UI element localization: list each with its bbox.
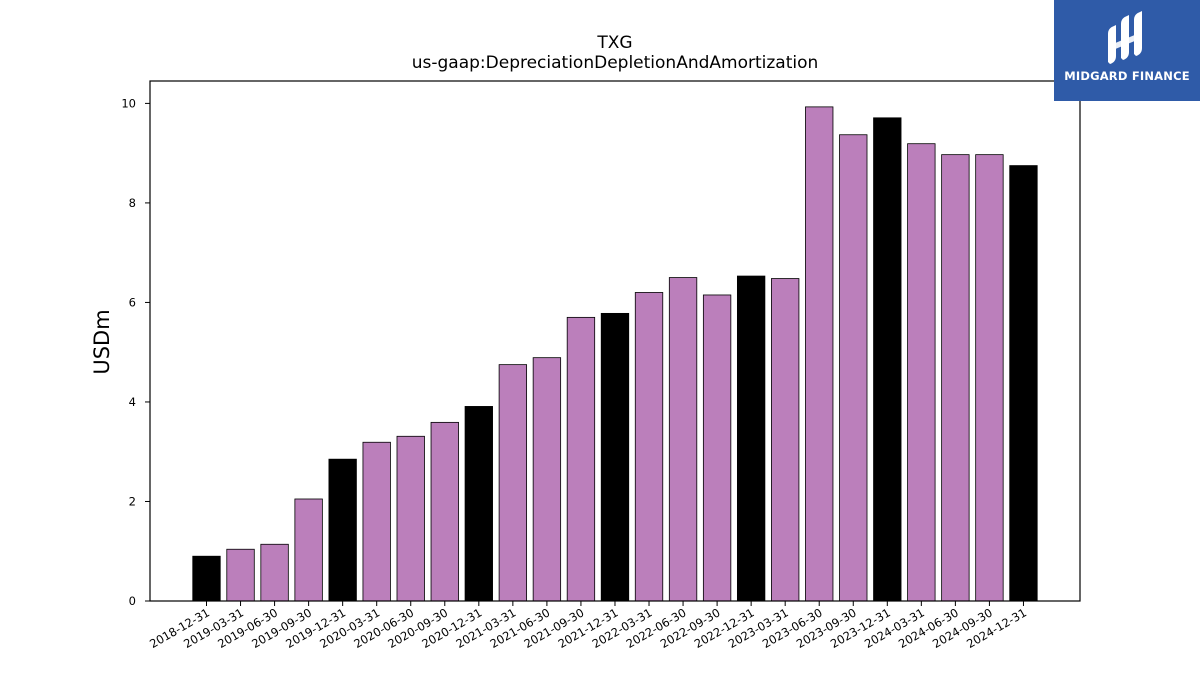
bar-2023-12-31 [873, 117, 902, 602]
y-axis-ticks: 0 2 4 6 8 10 [121, 96, 150, 608]
y-tick-label: 6 [129, 295, 136, 309]
bar-2024-09-30 [975, 154, 1004, 602]
logo-text: MIDGARD FINANCE [1064, 69, 1190, 83]
y-tick-label: 10 [121, 96, 136, 110]
y-axis-label: USDm [90, 309, 114, 374]
bar-2019-12-31 [328, 458, 357, 602]
bar-2019-03-31 [226, 548, 255, 602]
bar-2022-06-30 [668, 277, 698, 602]
y-tick-label: 4 [129, 395, 136, 409]
bars-group [192, 106, 1038, 602]
bar-2022-03-31 [634, 292, 664, 602]
bar-2019-09-30 [294, 498, 323, 602]
bar-2022-09-30 [702, 294, 732, 602]
bar-2024-03-31 [907, 143, 936, 602]
chart-title: TXG [596, 33, 632, 53]
bar-2018-12-31 [192, 555, 221, 602]
y-tick-label: 0 [129, 594, 136, 608]
bar-2024-06-30 [941, 154, 970, 602]
bar-2020-06-30 [396, 435, 425, 602]
x-axis-ticks: 2018-12-312019-03-312019-06-302019-09-30… [147, 601, 1029, 651]
bar-2023-09-30 [839, 134, 868, 602]
bar-2020-12-31 [464, 406, 493, 602]
bar-2021-09-30 [566, 316, 596, 602]
bar-2021-12-31 [600, 312, 630, 602]
bar-2024-12-31 [1009, 165, 1038, 602]
midgard-finance-logo: MIDGARD FINANCE [1054, 0, 1200, 101]
bar-2021-06-30 [532, 357, 562, 602]
y-tick-label: 8 [129, 196, 136, 210]
y-tick-label: 2 [129, 494, 136, 508]
bar-2020-09-30 [430, 421, 459, 602]
bar-2023-06-30 [805, 106, 834, 602]
bar-2023-03-31 [771, 278, 800, 602]
midgard-logo-icon [1108, 11, 1142, 64]
chart-subtitle: us-gaap:DepreciationDepletionAndAmortiza… [412, 53, 819, 73]
bar-2019-06-30 [260, 543, 289, 602]
bar-2021-03-31 [498, 364, 528, 602]
plot-frame [149, 80, 1081, 602]
bar-2020-03-31 [362, 441, 391, 602]
bar-2022-12-31 [736, 275, 766, 602]
